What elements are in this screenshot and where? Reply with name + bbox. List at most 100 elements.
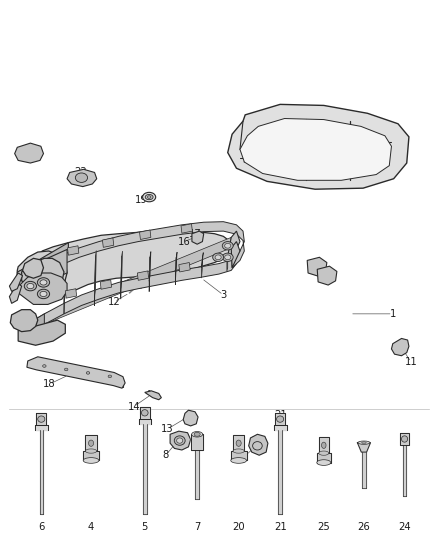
Polygon shape — [36, 413, 46, 425]
Polygon shape — [227, 253, 229, 261]
Ellipse shape — [37, 278, 49, 287]
Text: 13: 13 — [161, 424, 174, 434]
Polygon shape — [403, 445, 406, 496]
Ellipse shape — [143, 192, 155, 202]
Ellipse shape — [177, 438, 183, 443]
Text: 23: 23 — [21, 152, 33, 161]
Polygon shape — [317, 453, 331, 463]
Ellipse shape — [321, 442, 326, 448]
Polygon shape — [240, 118, 392, 180]
Polygon shape — [17, 243, 68, 278]
Polygon shape — [317, 266, 337, 285]
Text: 17: 17 — [189, 229, 201, 239]
Ellipse shape — [141, 410, 148, 416]
Ellipse shape — [317, 460, 331, 465]
Ellipse shape — [40, 292, 47, 296]
Polygon shape — [121, 251, 123, 288]
Polygon shape — [39, 430, 43, 514]
Polygon shape — [357, 443, 371, 452]
Polygon shape — [143, 424, 147, 514]
Ellipse shape — [145, 195, 153, 200]
Polygon shape — [307, 257, 327, 276]
Polygon shape — [362, 452, 366, 488]
Polygon shape — [319, 438, 329, 453]
Ellipse shape — [192, 432, 203, 437]
Ellipse shape — [225, 255, 231, 260]
Polygon shape — [139, 418, 151, 424]
Text: 1: 1 — [389, 309, 396, 319]
Polygon shape — [21, 231, 232, 304]
Text: 10: 10 — [233, 456, 246, 465]
Polygon shape — [67, 169, 97, 187]
Polygon shape — [279, 430, 282, 514]
Ellipse shape — [83, 458, 99, 463]
Polygon shape — [149, 252, 151, 281]
Text: 12: 12 — [108, 297, 120, 307]
Polygon shape — [95, 251, 96, 295]
Polygon shape — [233, 435, 244, 451]
Text: 5: 5 — [141, 410, 148, 419]
Ellipse shape — [319, 451, 329, 455]
Ellipse shape — [86, 372, 90, 374]
Ellipse shape — [276, 416, 284, 422]
Polygon shape — [83, 451, 99, 461]
Polygon shape — [44, 237, 231, 324]
Ellipse shape — [108, 375, 112, 378]
Polygon shape — [22, 259, 43, 278]
Polygon shape — [17, 251, 67, 298]
Text: 20: 20 — [232, 522, 245, 532]
Polygon shape — [175, 252, 177, 274]
Polygon shape — [64, 255, 65, 314]
Polygon shape — [228, 104, 409, 189]
Text: 11: 11 — [405, 357, 417, 367]
Text: 22: 22 — [74, 167, 87, 177]
Ellipse shape — [38, 416, 45, 422]
Polygon shape — [149, 257, 150, 292]
Ellipse shape — [236, 440, 241, 446]
Polygon shape — [201, 258, 202, 278]
Ellipse shape — [64, 368, 68, 371]
Polygon shape — [64, 250, 66, 303]
Polygon shape — [249, 434, 268, 455]
Text: 21: 21 — [274, 410, 286, 419]
Text: 25: 25 — [318, 522, 330, 532]
Polygon shape — [17, 249, 67, 293]
Polygon shape — [179, 263, 190, 272]
Ellipse shape — [27, 284, 34, 289]
Polygon shape — [138, 271, 149, 280]
Ellipse shape — [222, 253, 233, 262]
Ellipse shape — [75, 173, 88, 182]
Text: 18: 18 — [43, 379, 56, 389]
Polygon shape — [227, 259, 228, 271]
Polygon shape — [181, 224, 192, 233]
Text: 26: 26 — [357, 522, 371, 532]
Ellipse shape — [358, 441, 370, 445]
Polygon shape — [35, 425, 48, 430]
Ellipse shape — [85, 449, 97, 453]
Polygon shape — [10, 273, 22, 292]
Polygon shape — [10, 284, 21, 303]
Text: 6: 6 — [38, 522, 45, 532]
Text: 8: 8 — [162, 450, 169, 460]
Polygon shape — [102, 238, 114, 247]
Text: 7: 7 — [194, 522, 200, 532]
Polygon shape — [175, 257, 176, 285]
Polygon shape — [228, 231, 240, 260]
Ellipse shape — [42, 365, 46, 367]
Polygon shape — [11, 310, 38, 332]
Polygon shape — [44, 222, 244, 273]
Ellipse shape — [402, 436, 408, 442]
Polygon shape — [201, 253, 203, 268]
Polygon shape — [192, 231, 204, 244]
Polygon shape — [18, 320, 65, 345]
Ellipse shape — [225, 244, 231, 248]
Polygon shape — [231, 241, 240, 268]
Ellipse shape — [88, 440, 94, 446]
Text: 19: 19 — [135, 195, 148, 205]
Polygon shape — [67, 246, 79, 255]
Polygon shape — [140, 230, 151, 239]
Polygon shape — [275, 413, 285, 425]
Polygon shape — [183, 410, 198, 426]
Ellipse shape — [24, 281, 36, 291]
Ellipse shape — [148, 196, 151, 198]
